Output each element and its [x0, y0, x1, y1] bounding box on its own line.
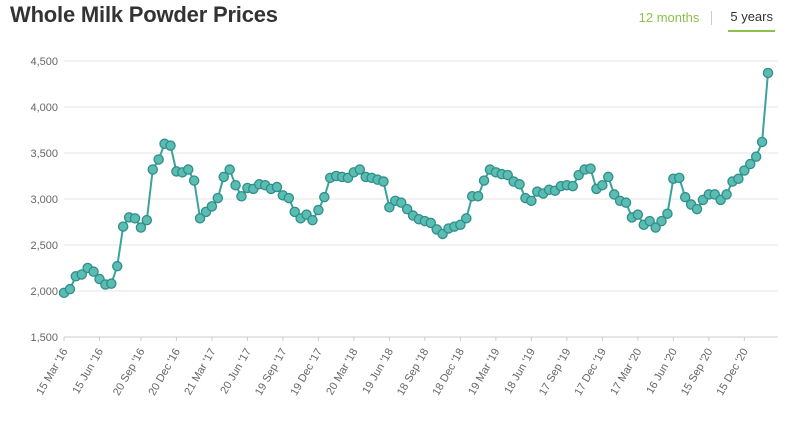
data-point[interactable] — [236, 190, 247, 202]
data-point[interactable] — [567, 180, 579, 192]
data-point[interactable] — [514, 179, 525, 190]
data-point[interactable] — [455, 219, 466, 231]
data-point[interactable] — [502, 169, 513, 181]
data-point[interactable] — [425, 217, 437, 229]
tab-5-years[interactable]: 5 years — [728, 9, 775, 32]
data-point[interactable] — [691, 203, 703, 215]
x-tick-label: 15 Sep '20 — [679, 347, 716, 398]
data-point[interactable] — [750, 151, 762, 162]
y-axis: 1,500 2,000 2,500 3,000 3,500 4,000 4,500 — [30, 56, 58, 344]
data-point[interactable] — [147, 164, 158, 175]
data-point[interactable] — [76, 269, 88, 280]
data-point[interactable] — [141, 214, 153, 226]
y-tick-label: 2,000 — [30, 286, 58, 298]
x-tick-label: 19 Sep '17 — [253, 347, 290, 398]
chart-title: Whole Milk Powder Prices — [10, 2, 278, 27]
y-tick-label: 1,500 — [30, 332, 58, 344]
data-point[interactable] — [608, 189, 620, 200]
data-point[interactable] — [384, 202, 395, 213]
data-point[interactable] — [117, 221, 129, 232]
data-point[interactable] — [585, 163, 596, 174]
data-point[interactable] — [188, 175, 200, 186]
data-point[interactable] — [662, 208, 673, 219]
data-point[interactable] — [526, 195, 537, 207]
period-tabs: 12 months 5 years — [639, 9, 775, 32]
x-tick-label: 20 Jun '17 — [218, 347, 254, 397]
x-tick-label: 18 Jun '19 — [502, 347, 538, 397]
grid-lines — [64, 60, 778, 338]
x-tick-label: 17 Mar '20 — [608, 347, 644, 398]
x-tick-label: 15 Mar '16 — [34, 347, 70, 398]
data-point[interactable] — [289, 206, 300, 218]
x-tick-label: 20 Sep '16 — [111, 347, 148, 398]
data-point[interactable] — [401, 203, 413, 215]
data-point[interactable] — [597, 179, 608, 191]
data-point[interactable] — [395, 197, 407, 208]
x-tick-label: 15 Jun '16 — [70, 347, 106, 397]
data-point[interactable] — [106, 278, 117, 289]
x-tick-label: 16 Jun '20 — [644, 347, 680, 397]
data-point[interactable] — [212, 192, 224, 204]
x-tick-label: 17 Sep '19 — [537, 347, 574, 398]
data-point[interactable] — [733, 173, 744, 185]
y-tick-label: 4,500 — [30, 56, 58, 68]
data-point[interactable] — [153, 154, 164, 165]
data-point[interactable] — [461, 213, 472, 224]
data-point[interactable] — [283, 192, 295, 204]
data-point[interactable] — [182, 164, 194, 175]
data-point[interactable] — [644, 215, 655, 227]
data-point[interactable] — [135, 222, 147, 233]
data-point[interactable] — [64, 283, 76, 295]
data-point[interactable] — [271, 181, 283, 193]
data-point[interactable] — [745, 158, 756, 170]
data-point[interactable] — [620, 197, 632, 208]
y-tick-label: 4,000 — [30, 102, 58, 114]
data-point[interactable] — [478, 175, 490, 186]
x-tick-label: 18 Sep '18 — [395, 347, 432, 398]
data-point[interactable] — [88, 266, 99, 277]
data-point[interactable] — [650, 222, 661, 233]
x-tick-label: 19 Jun '18 — [360, 347, 396, 397]
series-whole-milk-powder — [58, 67, 774, 299]
data-point[interactable] — [739, 165, 750, 176]
data-point[interactable] — [224, 164, 235, 175]
data-point[interactable] — [679, 191, 691, 203]
data-point[interactable] — [319, 191, 330, 203]
data-point[interactable] — [472, 190, 484, 202]
data-point[interactable] — [307, 214, 318, 226]
data-point[interactable] — [378, 176, 389, 187]
data-point[interactable] — [194, 213, 206, 224]
x-tick-label: 18 Dec '18 — [430, 347, 467, 398]
y-tick-label: 3,500 — [30, 148, 58, 160]
data-point[interactable] — [674, 172, 685, 184]
data-point[interactable] — [354, 164, 366, 175]
data-point[interactable] — [721, 189, 732, 200]
data-point[interactable] — [218, 171, 229, 183]
data-point[interactable] — [230, 179, 241, 191]
x-tick-label: 19 Mar '19 — [466, 347, 502, 398]
data-point[interactable] — [656, 215, 667, 227]
data-point[interactable] — [206, 201, 218, 212]
data-point[interactable] — [762, 67, 774, 79]
series-line — [63, 72, 769, 294]
data-point[interactable] — [756, 136, 768, 148]
data-point[interactable] — [313, 204, 324, 216]
x-tick-label: 19 Dec '17 — [288, 347, 325, 398]
y-tick-label: 2,500 — [30, 240, 58, 252]
data-point[interactable] — [165, 140, 176, 151]
x-tick-label: 17 Dec '19 — [572, 347, 609, 398]
x-tick-label: 21 Mar '17 — [182, 347, 218, 398]
y-tick-label: 3,000 — [30, 194, 58, 206]
data-point[interactable] — [632, 209, 644, 220]
data-point[interactable] — [111, 260, 123, 272]
tab-divider — [711, 10, 713, 25]
data-point[interactable] — [603, 171, 614, 183]
tab-12-months[interactable]: 12 months — [638, 10, 700, 25]
data-point[interactable] — [129, 213, 141, 224]
x-tick-label: 15 Dec '20 — [714, 347, 751, 398]
x-tick-label: 20 Dec '16 — [146, 347, 183, 398]
x-tick-label: 20 Mar '18 — [324, 347, 360, 398]
